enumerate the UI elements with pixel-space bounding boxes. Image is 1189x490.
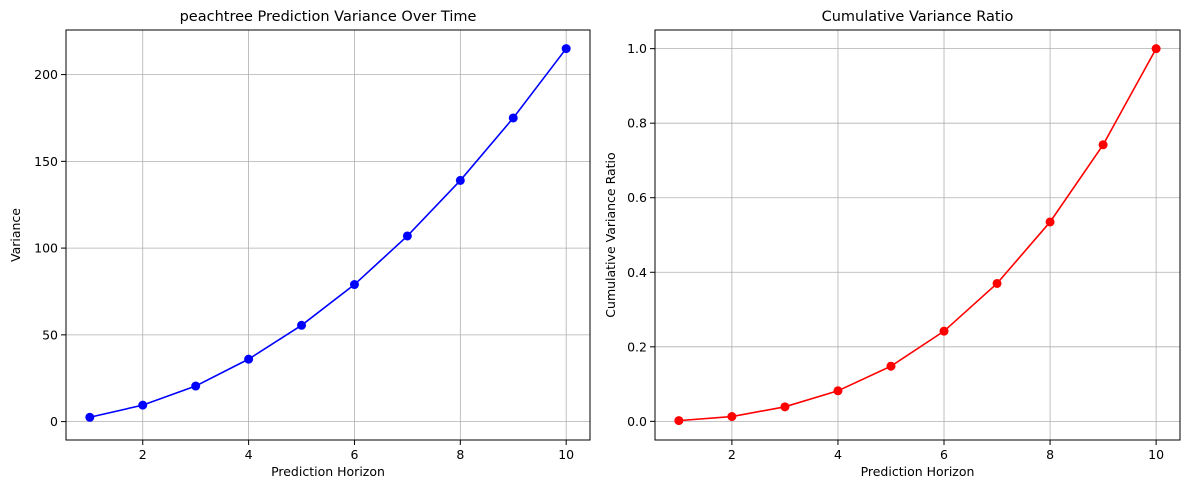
cumulative-ratio-chart-y-tick-label: 0.6 <box>627 190 647 205</box>
cumulative-ratio-chart-x-tick-label: 10 <box>1148 447 1164 462</box>
cumulative-ratio-chart-grid <box>655 30 1180 440</box>
cumulative-ratio-chart-data-point <box>992 278 1002 288</box>
cumulative-ratio-chart-y-tick-label: 1.0 <box>627 41 647 56</box>
variance-chart-data-point <box>455 175 465 185</box>
cumulative-ratio-chart-data-point <box>886 361 896 371</box>
cumulative-ratio-chart-data-point <box>780 402 790 412</box>
cumulative-ratio-chart-x-axis-label: Prediction Horizon <box>861 464 975 479</box>
cumulative-ratio-chart-series <box>674 44 1161 426</box>
cumulative-ratio-chart-y-tick-label: 0.0 <box>627 414 647 429</box>
cumulative-ratio-chart-y-tick-label: 0.4 <box>627 265 647 280</box>
variance-chart-y-axis-label: Variance <box>8 208 23 262</box>
cumulative-ratio-chart-frame <box>654 29 1181 441</box>
cumulative-ratio-chart-series-line <box>678 48 1157 422</box>
variance-chart-x-axis-label: Prediction Horizon <box>271 464 385 479</box>
variance-chart-title: peachtree Prediction Variance Over Time <box>180 9 477 25</box>
cumulative-ratio-chart-x-tick-label: 2 <box>728 447 736 462</box>
cumulative-ratio-chart-data-point <box>674 416 684 426</box>
variance-chart-x-tick-label: 10 <box>558 447 574 462</box>
variance-chart-x-tick-label: 6 <box>350 447 358 462</box>
variance-chart-frame <box>65 29 591 441</box>
cumulative-ratio-chart-x-tick-label: 6 <box>940 447 948 462</box>
variance-chart-data-point <box>402 231 412 241</box>
variance-chart-data-point <box>349 280 359 290</box>
variance-chart-data-point <box>561 44 571 54</box>
variance-chart-y-tick-label: 0 <box>50 414 58 429</box>
cumulative-ratio-chart-data-point <box>939 326 949 336</box>
cumulative-ratio-chart-data-point <box>1098 140 1108 150</box>
variance-chart-data-point <box>191 381 201 391</box>
cumulative-ratio-chart-x-tick-label: 4 <box>834 447 842 462</box>
variance-chart-series-line <box>89 48 567 419</box>
variance-chart-y-tick-label: 200 <box>34 67 58 82</box>
cumulative-ratio-chart-title: Cumulative Variance Ratio <box>822 9 1014 25</box>
variance-chart-data-point <box>138 400 148 410</box>
cumulative-ratio-chart-y-tick-label: 0.8 <box>627 116 647 131</box>
cumulative-ratio-chart-x-tick-label: 8 <box>1046 447 1054 462</box>
cumulative-ratio-chart-y-axis-label: Cumulative Variance Ratio <box>603 152 618 317</box>
cumulative-ratio-chart-data-point <box>727 412 737 422</box>
cumulative-ratio-chart-data-point <box>833 386 843 396</box>
variance-chart-data-point <box>297 320 307 330</box>
variance-chart-x-tick-label: 8 <box>456 447 464 462</box>
variance-chart-x-tick-label: 4 <box>245 447 253 462</box>
variance-chart-data-point <box>508 113 518 123</box>
cumulative-ratio-chart-ticks: 2 4 6 8 10 0.0 0.2 0.4 0.6 0.8 1.0 <box>627 41 1164 462</box>
cumulative-ratio-chart-data-point <box>1151 44 1161 54</box>
variance-chart-data-point <box>244 354 254 364</box>
cumulative-ratio-chart-y-tick-label: 0.2 <box>627 339 647 354</box>
variance-chart-series <box>85 44 571 422</box>
variance-chart-grid <box>66 30 590 440</box>
variance-chart-y-tick-label: 100 <box>34 241 58 256</box>
variance-chart-x-tick-label: 2 <box>139 447 147 462</box>
variance-chart-y-tick-label: 150 <box>34 154 58 169</box>
variance-chart-data-point <box>85 412 95 422</box>
variance-chart-y-tick-label: 50 <box>42 327 58 342</box>
cumulative-ratio-chart: 2 4 6 8 10 0.0 0.2 0.4 0.6 0.8 1.0 Cumulative Vari… <box>603 9 1181 479</box>
cumulative-ratio-chart-data-point <box>1045 217 1055 227</box>
